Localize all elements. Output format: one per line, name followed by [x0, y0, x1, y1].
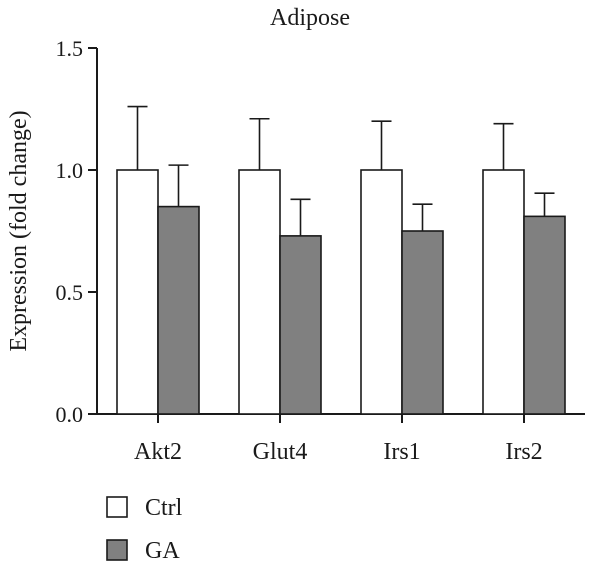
legend-label-ga: GA [145, 538, 180, 564]
x-axis: Akt2 Glut4 Irs1 Irs2 [97, 413, 585, 465]
y-tick-label: 0.0 [56, 402, 84, 427]
y-tick-label: 1.5 [56, 36, 84, 61]
x-tick-label: Irs2 [505, 439, 542, 465]
error-bar-ga-irs1 [412, 203, 433, 231]
legend-swatch-ga [106, 539, 128, 561]
error-bar-ctrl-irs2 [493, 122, 514, 170]
x-tick-label: Glut4 [253, 439, 308, 465]
bar-ga-akt2 [157, 205, 200, 415]
y-tick-label: 0.5 [56, 280, 84, 305]
legend-swatch-ctrl [106, 496, 128, 518]
x-tick-label: Irs1 [383, 439, 420, 465]
error-bar-ctrl-akt2 [127, 105, 148, 170]
error-bar-ga-irs2 [534, 192, 555, 217]
legend: Ctrl GA [106, 495, 183, 564]
bar-ga-irs1 [401, 230, 444, 415]
legend-label-ctrl: Ctrl [145, 495, 183, 521]
bar-ctrl-irs1 [360, 169, 403, 415]
bar-ctrl-akt2 [116, 169, 159, 415]
error-bars [127, 105, 555, 236]
bar-ctrl-glut4 [238, 169, 281, 415]
bar-ga-irs2 [523, 215, 566, 415]
error-bar-ctrl-irs1 [371, 120, 392, 170]
bars [116, 169, 566, 415]
chart-title: Adipose [270, 5, 350, 31]
error-bar-ctrl-glut4 [249, 117, 270, 170]
y-tick-label: 1.0 [56, 158, 84, 183]
bar-ga-glut4 [279, 235, 322, 415]
error-bar-ga-akt2 [168, 164, 189, 207]
y-axis: 0.0 0.5 1.0 1.5 [56, 36, 98, 427]
bar-ctrl-irs2 [482, 169, 525, 415]
error-bar-ga-glut4 [290, 198, 311, 236]
y-axis-label: Expression (fold change) [6, 110, 32, 351]
x-tick-label: Akt2 [134, 439, 182, 465]
